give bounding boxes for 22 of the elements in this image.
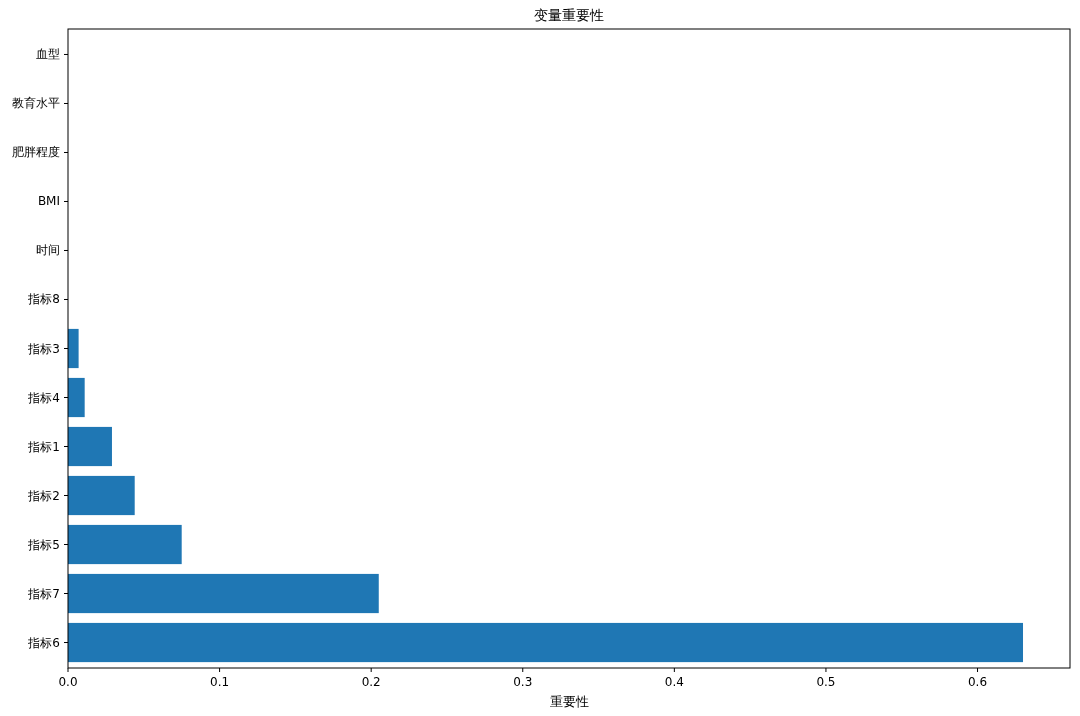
x-tick-label: 0.4: [664, 675, 684, 689]
x-tick-label: 0.1: [210, 675, 230, 689]
x-tick-label: 0.5: [816, 675, 836, 689]
y-tick-label: 指标7: [27, 586, 60, 601]
y-tick-label: 时间: [36, 243, 60, 258]
text: 0.0: [58, 675, 78, 689]
y-tick-label: 指标8: [27, 292, 60, 307]
y-tick-label: 指标2: [27, 488, 60, 503]
y-tick-label: 血型: [36, 47, 60, 62]
y-tick-label: 肥胖程度: [12, 145, 60, 160]
x-tick-label: 0.3: [513, 675, 533, 689]
y-tick-label: 教育水平: [12, 96, 60, 111]
chart-title: 变量重要性: [534, 7, 604, 23]
y-tick-label: BMI: [37, 194, 60, 209]
y-tick-label: 指标4: [27, 390, 60, 405]
x-axis-title: 重要性: [549, 694, 589, 709]
y-tick-label: 指标6: [27, 635, 60, 650]
x-tick-label: 0.2: [361, 675, 381, 689]
x-tick-label: 0.6: [967, 675, 988, 689]
y-tick-label: 指标3: [27, 341, 60, 356]
y-tick-label: 指标1: [27, 439, 60, 454]
y-tick-label: 指标5: [27, 537, 60, 552]
